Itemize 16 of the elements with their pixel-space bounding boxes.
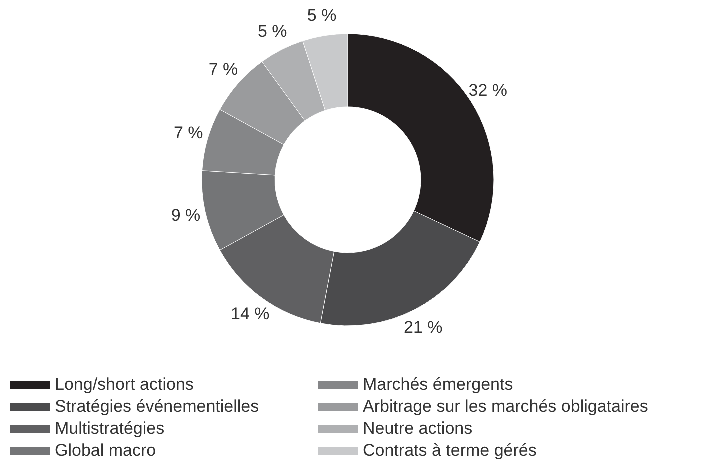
legend-label: Contrats à terme gérés <box>363 441 537 460</box>
data-label: 9 % <box>171 206 201 226</box>
data-label: 14 % <box>231 304 270 324</box>
data-label: 32 % <box>468 81 508 100</box>
data-label: 5 % <box>307 6 337 26</box>
data-label: 21 % <box>404 318 443 337</box>
legend-label: Arbitrage sur les marchés obligataires <box>363 397 648 416</box>
legend-label: Neutre actions <box>363 419 473 438</box>
legend-label: Multistratégies <box>55 419 165 438</box>
legend-label: Long/short actions <box>55 375 194 394</box>
data-label: 7 % <box>174 124 204 143</box>
data-label: 7 % <box>208 60 238 80</box>
legend-label: Stratégies événementielles <box>55 397 260 416</box>
legend-label: Global macro <box>55 441 156 460</box>
data-label: 5 % <box>258 22 288 42</box>
legend-label: Marchés émergents <box>363 375 514 394</box>
